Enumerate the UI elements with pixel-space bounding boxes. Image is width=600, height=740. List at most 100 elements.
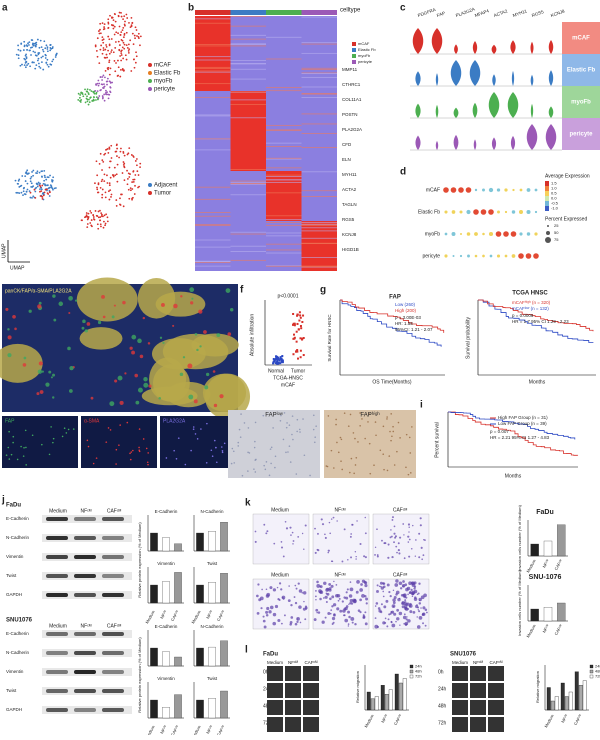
umap-dot	[23, 64, 26, 67]
umap-dot	[132, 178, 135, 181]
umap-dot	[55, 52, 58, 55]
label: Low (260)	[395, 302, 416, 307]
cell	[225, 288, 231, 293]
umap-dot	[46, 63, 49, 66]
invading-cell	[393, 532, 396, 535]
umap-dot	[116, 75, 119, 77]
umap-dot	[101, 159, 104, 162]
violin	[511, 70, 515, 86]
invading-cell	[280, 588, 283, 591]
heatmap-stripe	[266, 224, 302, 226]
umap-dot	[120, 39, 123, 41]
label: SNU1076	[6, 618, 33, 624]
umap-dot	[101, 52, 104, 55]
violin	[431, 28, 443, 54]
cell	[68, 295, 73, 301]
invading-cell	[345, 596, 349, 600]
umap-dot	[29, 191, 32, 194]
umap-dot	[36, 185, 39, 188]
umap-dot	[124, 24, 126, 27]
cell	[41, 370, 44, 373]
umap-dot	[109, 90, 111, 93]
heatmap-stripe	[195, 22, 231, 24]
umap-dot	[105, 89, 107, 92]
wound-image	[285, 717, 301, 732]
heatmap-stripe	[230, 117, 266, 119]
nucleus	[238, 428, 241, 431]
nucleus	[254, 421, 257, 424]
nucleus	[253, 446, 256, 449]
heatmap-stripe	[195, 212, 231, 213]
invading-cell	[313, 618, 317, 621]
umap-dot	[131, 21, 134, 24]
umap-dot	[106, 182, 109, 184]
umap-dot	[84, 93, 87, 96]
invading-cell	[376, 584, 379, 587]
invading-cell	[293, 596, 296, 598]
umap-dot	[39, 67, 42, 69]
nucleus	[274, 466, 276, 469]
cell	[204, 385, 209, 390]
invading-cell	[353, 599, 357, 603]
heatmap-stripe	[195, 83, 231, 85]
umap-dot	[102, 41, 105, 44]
legend-swatch	[352, 48, 356, 52]
cell	[114, 379, 118, 383]
nucleus	[368, 442, 371, 445]
wound-image	[285, 700, 301, 715]
inset-signal	[211, 455, 214, 458]
umap-dot	[100, 215, 103, 217]
label: α-SMA	[84, 418, 100, 424]
point	[278, 359, 281, 362]
umap-dot	[112, 19, 115, 22]
label: NFᶜᴹ	[205, 610, 214, 620]
invading-cell	[354, 551, 357, 553]
umap-dot	[42, 50, 45, 53]
invading-cell	[327, 551, 330, 554]
label: CAFᶜᴹ	[393, 714, 403, 726]
umap-dot	[24, 54, 27, 57]
cell	[69, 389, 73, 393]
point	[297, 328, 300, 331]
heatmap-stripe	[230, 231, 266, 233]
label: ACTA2	[493, 8, 508, 18]
umap-dot	[34, 190, 37, 193]
umap-dot	[23, 40, 26, 43]
umap-dot	[111, 16, 113, 19]
umap-dot	[126, 169, 128, 172]
umap-dot	[120, 54, 123, 56]
bar	[374, 696, 379, 711]
invading-cell	[398, 597, 401, 600]
invading-cell	[424, 608, 428, 612]
inset-signal	[220, 446, 223, 448]
invading-cell	[319, 590, 324, 595]
label: HR = 1.7 95% CI 1.29 - 2.23	[512, 319, 569, 324]
umap-dot	[110, 49, 113, 52]
invading-cell	[393, 612, 397, 616]
umap-dot	[103, 173, 106, 176]
umap-dot	[91, 225, 93, 228]
bar	[564, 696, 569, 711]
bar	[402, 678, 407, 711]
heatmap-stripe	[195, 138, 231, 140]
umap-dot	[112, 175, 115, 178]
bar	[196, 584, 204, 604]
nucleus	[279, 419, 282, 422]
label: MYH11	[342, 172, 357, 177]
umap-dot	[51, 46, 54, 48]
umap-dot	[77, 92, 80, 95]
umap-dot	[43, 169, 46, 172]
colorbar	[545, 191, 549, 196]
nucleus	[285, 426, 288, 429]
nucleus	[312, 428, 315, 431]
label: 24h	[595, 664, 600, 669]
cell	[69, 365, 74, 371]
umap-dot	[28, 190, 31, 193]
label: 75	[554, 237, 559, 242]
invading-cell	[357, 609, 361, 612]
umap-dot	[119, 197, 121, 200]
km-curve	[448, 411, 576, 440]
point	[281, 355, 284, 358]
point	[296, 314, 299, 317]
label: Medium	[271, 572, 289, 578]
